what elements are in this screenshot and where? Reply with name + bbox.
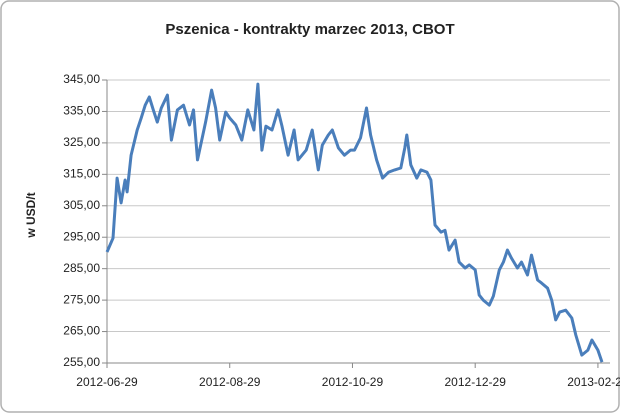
- y-tick-label: 305,00: [63, 198, 100, 212]
- y-tick-label: 255,00: [63, 355, 100, 369]
- y-tick-label: 275,00: [63, 292, 100, 306]
- x-tick-label: 2012-08-29: [199, 375, 261, 389]
- y-tick-label: 345,00: [63, 72, 100, 86]
- y-tick-label: 315,00: [63, 167, 100, 181]
- line-series: [105, 82, 604, 363]
- y-tick-label: 265,00: [63, 324, 100, 338]
- chart-title: Pszenica - kontrakty marzec 2013, CBOT: [165, 21, 454, 38]
- x-tick-label: 2012-10-29: [322, 375, 384, 389]
- x-tick-label: 2013-02-28: [567, 375, 620, 389]
- y-axis-label: w USD/t: [24, 192, 38, 238]
- y-tick-label: 285,00: [63, 261, 100, 275]
- x-tick-label: 2012-06-29: [76, 375, 138, 389]
- y-tick-label: 325,00: [63, 135, 100, 149]
- x-tick-label: 2012-12-29: [445, 375, 507, 389]
- y-tick-label: 295,00: [63, 229, 100, 243]
- y-tick-label: 335,00: [63, 104, 100, 118]
